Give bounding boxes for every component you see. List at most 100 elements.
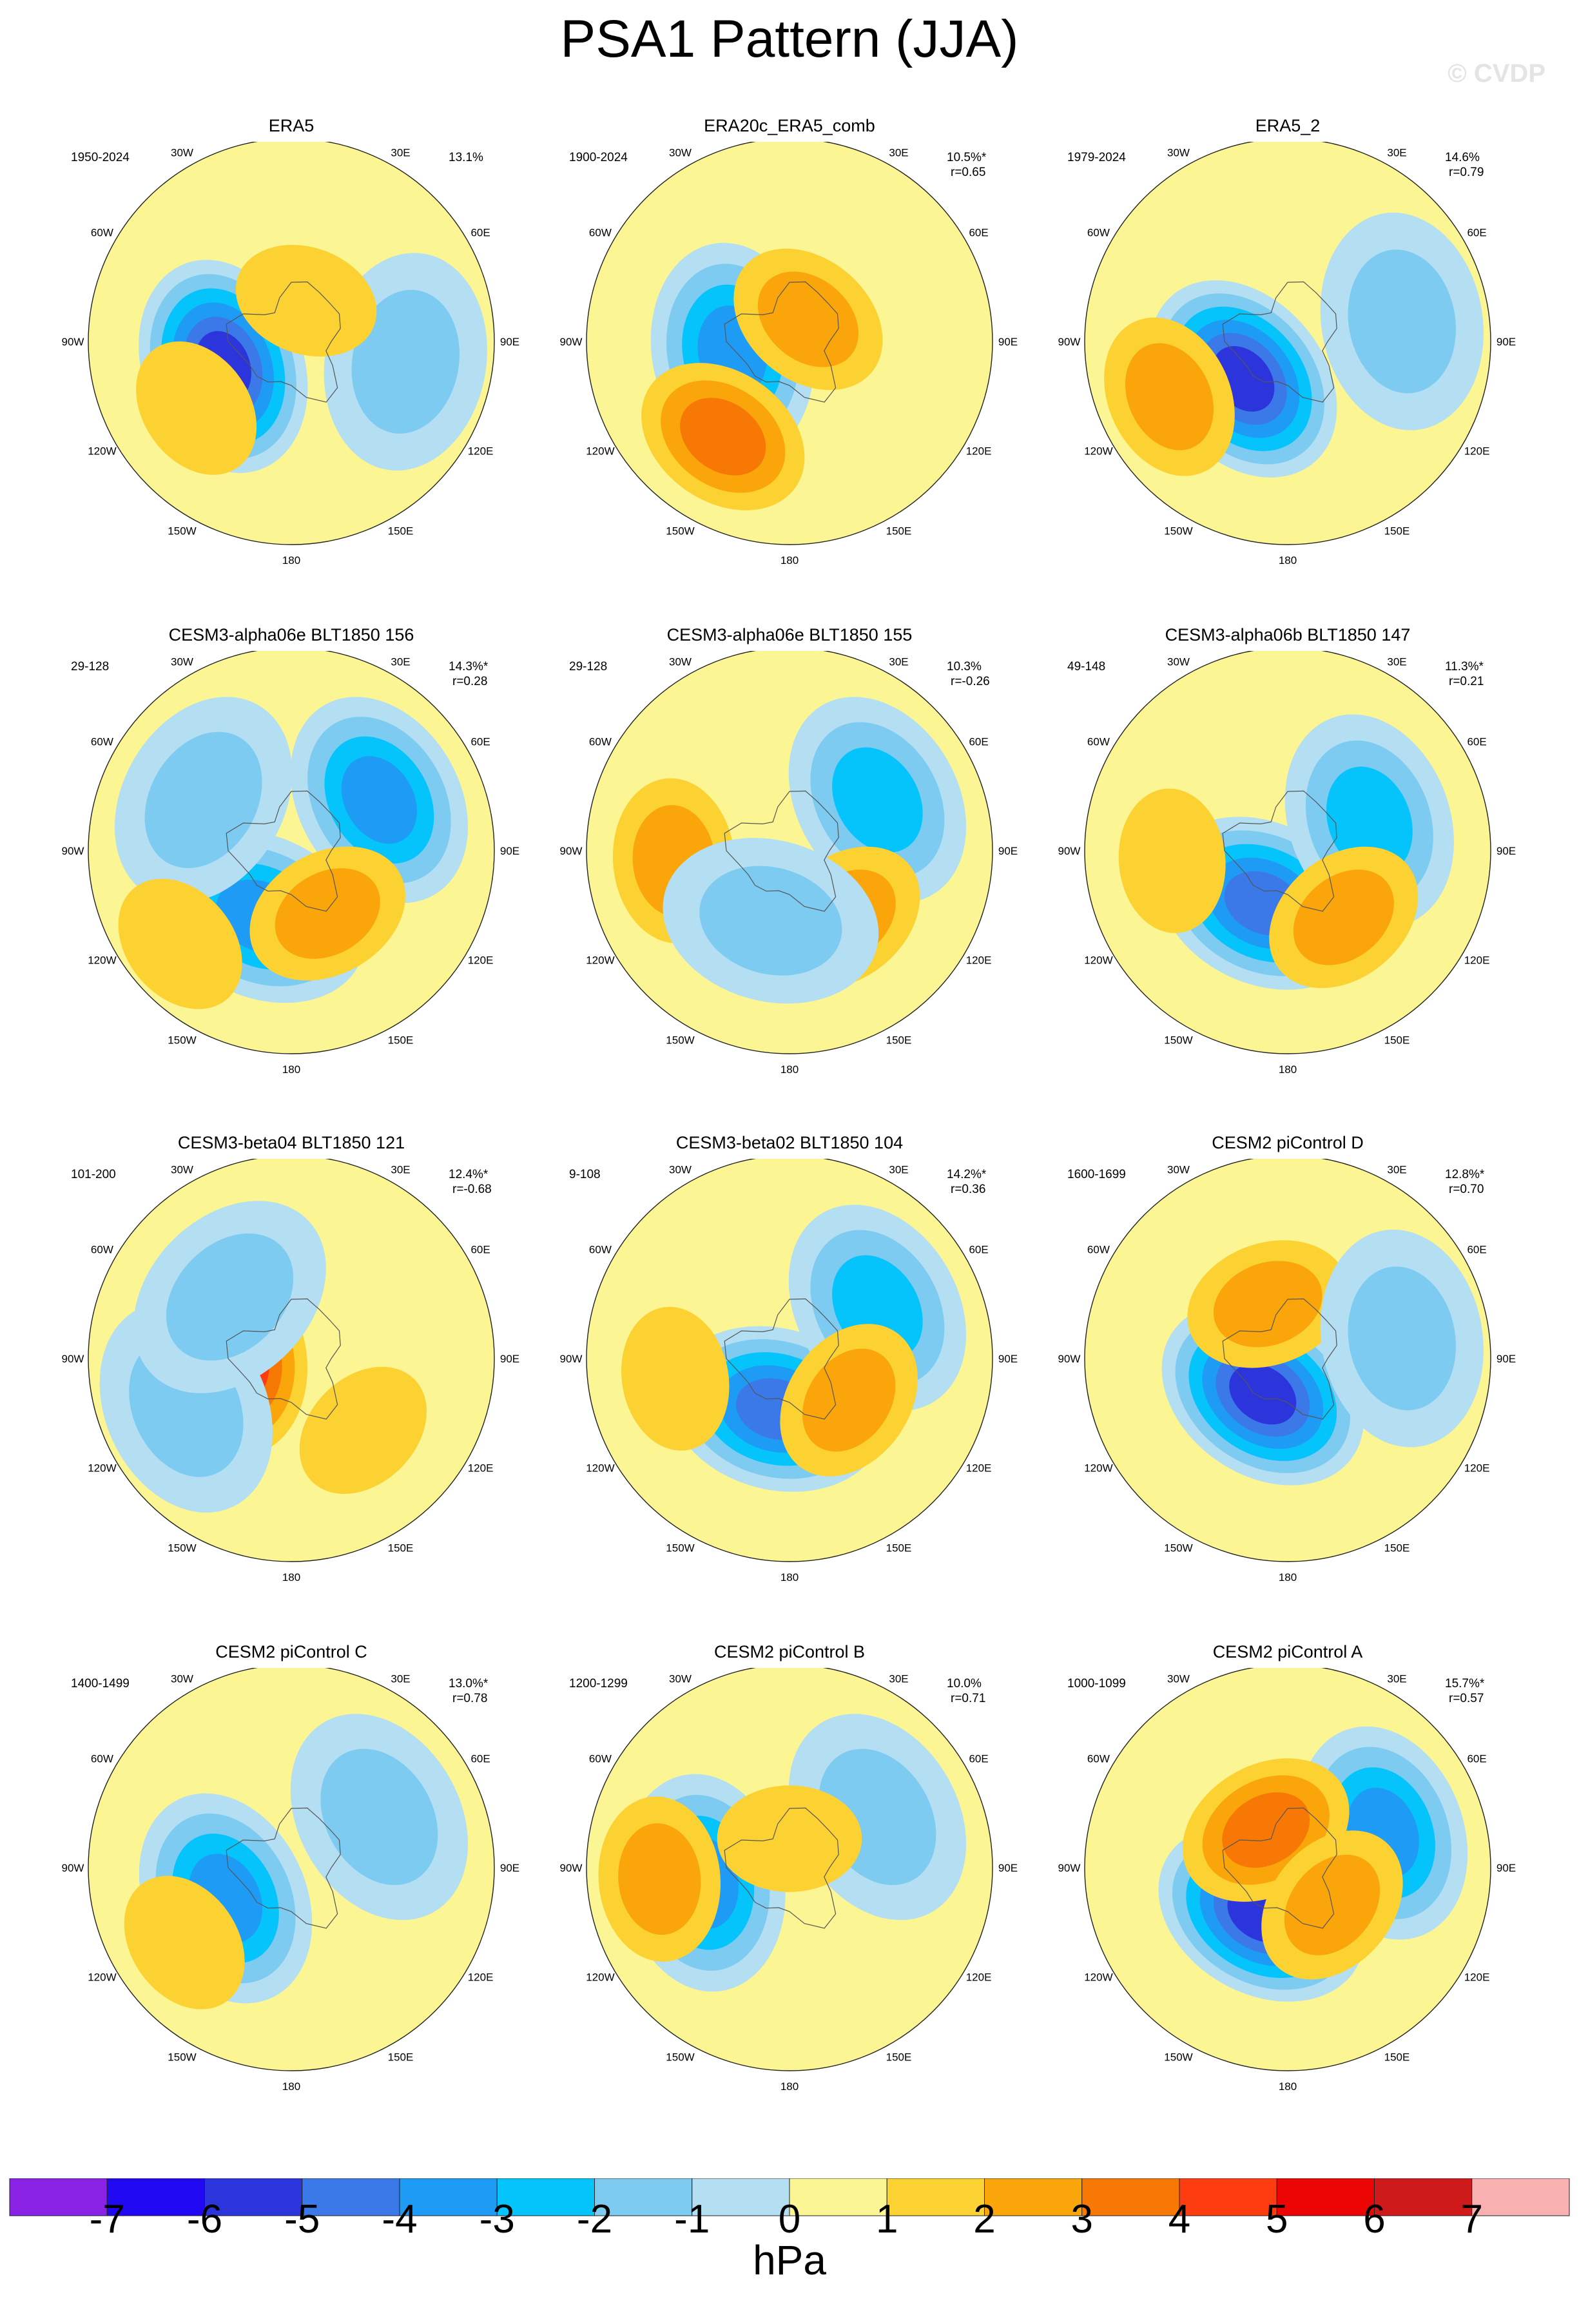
colorbar (9, 2178, 1570, 2216)
longitude-label: 120E (966, 1462, 992, 1475)
anomaly-core (866, 1803, 889, 1830)
longitude-label: 30W (669, 655, 692, 668)
panel-pattern-correlation: r=0.65 (951, 166, 986, 179)
colorbar-tick-label: -2 (576, 2197, 613, 2242)
longitude-label: 90W (1058, 336, 1081, 348)
longitude-label: 60W (1087, 1244, 1110, 1256)
longitude-label: 30W (171, 146, 193, 159)
longitude-label: 60E (470, 1244, 490, 1256)
panel-years: 1900-2024 (569, 151, 628, 164)
anomaly-core (351, 1418, 376, 1443)
longitude-label: 120W (586, 1971, 614, 1984)
panel-title: CESM3-alpha06e BLT1850 155 (666, 625, 913, 644)
longitude-label: 30W (171, 655, 193, 668)
map-boundary (586, 1159, 993, 1562)
antarctica-coastline (724, 1807, 839, 1929)
longitude-label: 60W (589, 1244, 612, 1256)
anomaly-core (866, 786, 889, 813)
longitude-label: 120E (1464, 1971, 1490, 1984)
anomaly-core (1391, 1324, 1413, 1353)
panel-title: CESM3-alpha06e BLT1850 156 (168, 625, 414, 644)
anomaly-core (795, 307, 821, 332)
panel-variance: 13.1% (449, 151, 483, 164)
map-panel: CESM2 piControl D1600-169912.8%*r=0.7003… (1036, 1133, 1539, 1642)
longitude-label: 120E (966, 1971, 992, 1984)
panel-pattern-correlation: r=0.79 (1449, 166, 1484, 179)
longitude-label: 120E (468, 1971, 494, 1984)
panel-title: CESM2 piControl D (1212, 1133, 1364, 1152)
anomaly-core (367, 1803, 391, 1830)
colorbar-segment (106, 2178, 205, 2216)
colorbar-tick-label: -1 (674, 2197, 710, 2242)
antarctica-coastline (724, 1298, 839, 1420)
longitude-label: 60E (1467, 1753, 1486, 1765)
longitude-label: 60E (969, 227, 988, 239)
panel-years: 1000-1099 (1067, 1677, 1126, 1690)
colorbar-tick-label: 5 (1266, 2197, 1288, 2242)
panel-pattern-correlation: r=0.28 (452, 675, 488, 688)
longitude-label: 120W (88, 1971, 116, 1984)
longitude-label: 90E (998, 845, 1018, 857)
longitude-label: 120E (468, 1462, 494, 1475)
longitude-label: 30W (171, 1672, 193, 1685)
panel-pattern-correlation: r=0.71 (951, 1692, 986, 1705)
colorbar-tick-label: -3 (479, 2197, 515, 2242)
longitude-label: 30E (391, 1672, 410, 1685)
panel-title: CESM2 piControl A (1212, 1642, 1363, 1661)
longitude-label: 90E (1497, 845, 1516, 857)
panel-variance: 10.5%* (947, 151, 987, 164)
panel-pattern-correlation: r=0.36 (951, 1183, 986, 1196)
map-boundary (586, 1668, 993, 2071)
panel-years: 1400-1499 (71, 1677, 130, 1690)
panel-title: CESM3-beta04 BLT1850 121 (177, 1133, 405, 1152)
panel-years: 101-200 (71, 1168, 116, 1181)
colorbar-tick-label: 7 (1460, 2197, 1483, 2242)
longitude-label: 120E (468, 954, 494, 967)
longitude-label: 60E (969, 1753, 988, 1765)
map-panel: CESM3-alpha06e BLT1850 155 29-128 10.3% r=-… (538, 625, 1041, 1134)
colorbar-tick-label: 3 (1070, 2197, 1093, 2242)
longitude-label: 150E (388, 1542, 414, 1554)
anomaly-core (649, 1864, 670, 1893)
panel-variance: 14.6% (1445, 151, 1480, 164)
antarctica-coastline (226, 790, 341, 912)
panel-title: ERA5_2 (1255, 116, 1321, 135)
colorbar-segment (692, 2178, 790, 2216)
panel-pattern-correlation: r=-0.68 (452, 1183, 492, 1196)
longitude-label: 60E (470, 1753, 490, 1765)
longitude-label: 120W (1084, 954, 1112, 967)
longitude-label: 60E (969, 736, 988, 748)
panel-years: 49-148 (1067, 660, 1106, 673)
longitude-label: 120W (586, 954, 614, 967)
colorbar-units: hPa (753, 2237, 826, 2283)
longitude-label: 120E (468, 445, 494, 458)
anomaly-core (866, 1294, 889, 1321)
map-panel: CESM3-alpha06e BLT1850 156 29-128 14.3%* r=… (40, 625, 543, 1134)
longitude-label: 30E (391, 1163, 410, 1176)
longitude-label: 60E (470, 736, 490, 748)
longitude-label: 30E (1387, 655, 1406, 668)
longitude-label: 120W (586, 1462, 614, 1475)
longitude-label: 90E (1497, 1353, 1516, 1365)
longitude-label: 120E (1464, 954, 1490, 967)
longitude-label: 150W (1164, 525, 1192, 537)
longitude-label: 60W (91, 1244, 113, 1256)
anomaly-core (1158, 383, 1181, 411)
panel-title: CESM2 piControl B (713, 1642, 866, 1661)
panel-title: CESM2 piControl C (215, 1642, 367, 1661)
anomaly-core (775, 1828, 804, 1849)
colorbar-segment (204, 2178, 303, 2216)
panel-years: 1950-2024 (71, 151, 130, 164)
colorbar-tick-label: 4 (1168, 2197, 1191, 2242)
panel-title: ERA20c_ERA5_comb (704, 116, 875, 135)
longitude-label: 30W (1167, 655, 1190, 668)
longitude-label: 90E (998, 1862, 1018, 1874)
longitude-label: 30W (1167, 1672, 1190, 1685)
panel-variance: 12.8%* (1445, 1168, 1485, 1181)
longitude-label: 90W (1058, 1353, 1081, 1365)
longitude-label: 90E (500, 1353, 519, 1365)
longitude-label: 150E (388, 525, 414, 537)
